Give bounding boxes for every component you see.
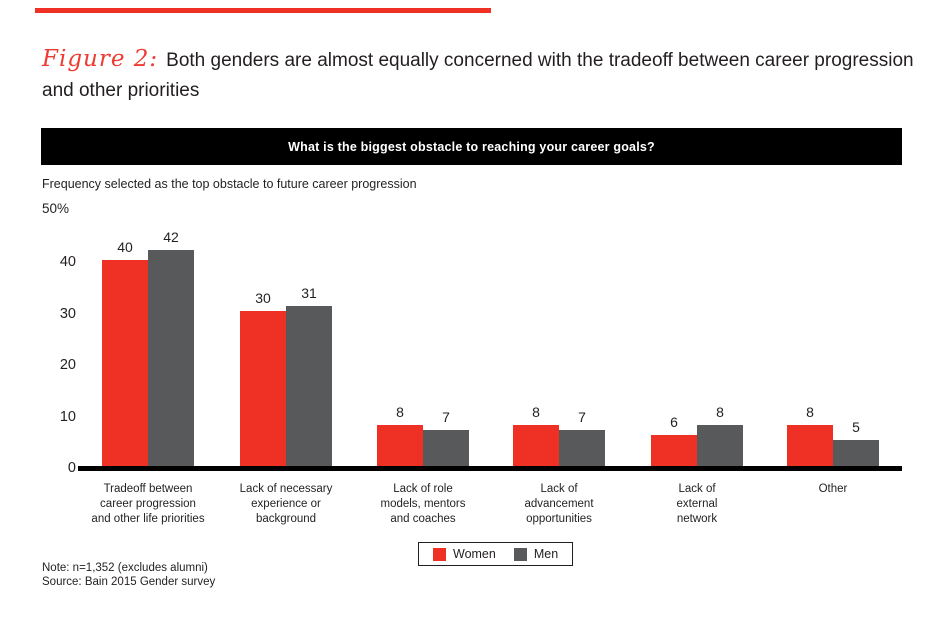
chart-subtitle: Frequency selected as the top obstacle t… <box>42 177 417 191</box>
category-label-line: Tradeoff between <box>103 483 193 495</box>
bar-value-label: 30 <box>255 290 271 306</box>
bar-men <box>559 430 605 466</box>
category-label-line: experience or <box>251 498 321 510</box>
bar-value-label: 42 <box>163 229 179 245</box>
y-tick-label: 10 <box>59 408 76 425</box>
bar-men <box>833 440 879 466</box>
bar-men <box>286 306 332 466</box>
category-label: Lack of external network <box>612 482 782 527</box>
category-label-line: Lack of <box>540 483 578 495</box>
bar-value-label: 8 <box>716 404 724 420</box>
category-label-line: Lack of necessary <box>239 483 333 495</box>
bar-women <box>513 425 559 466</box>
source-text: Source: Bain 2015 Gender survey <box>42 576 216 588</box>
category-label: Lack of role models, mentors and coaches <box>338 482 508 527</box>
bar-value-label: 6 <box>670 414 678 430</box>
bar-women <box>240 311 286 466</box>
category-label-line: and coaches <box>390 513 456 525</box>
bar-women <box>651 435 697 466</box>
legend-entry-women: Women <box>433 547 496 561</box>
men-color-swatch <box>513 547 527 561</box>
question-banner-text: What is the biggest obstacle to reaching… <box>288 139 655 154</box>
category-label-line: and other life priorities <box>91 513 205 525</box>
legend-entry-men: Men <box>513 547 559 561</box>
x-axis-baseline <box>78 466 902 471</box>
category-label-line: external <box>676 498 718 510</box>
bar-value-label: 7 <box>578 409 586 425</box>
category-label-line: career progression <box>100 498 196 510</box>
bar-women <box>102 260 148 466</box>
category-label-line: advancement <box>524 498 594 510</box>
bar-value-label: 5 <box>852 419 860 435</box>
bar-value-label: 8 <box>532 404 540 420</box>
note-text: Note: n=1,352 (excludes alumni) <box>42 562 208 574</box>
bar-value-label: 31 <box>301 285 317 301</box>
figure-number-label: Figure 2: <box>42 46 159 72</box>
legend-label-men: Men <box>533 547 559 561</box>
bar-women <box>377 425 423 466</box>
bar-value-label: 40 <box>117 239 133 255</box>
bar-women <box>787 425 833 466</box>
category-label-line: background <box>255 513 317 525</box>
y-axis-top-label: 50% <box>42 201 70 216</box>
bar-men <box>148 250 194 466</box>
y-tick-label: 30 <box>59 305 76 322</box>
chart-legend: Women Men <box>418 542 574 566</box>
category-label-line: Other <box>818 483 848 495</box>
category-label-line: network <box>676 513 718 525</box>
bar-value-label: 8 <box>396 404 404 420</box>
bar-value-label: 8 <box>806 404 814 420</box>
category-label: Lack of necessary experience or background <box>201 482 371 527</box>
category-label: Other <box>748 482 918 497</box>
category-label: Tradeoff between career progression and ot… <box>63 482 233 527</box>
question-banner: What is the biggest obstacle to reaching… <box>41 128 902 165</box>
category-label: Lack of advancement opportunities <box>474 482 644 527</box>
category-label-line: opportunities <box>526 513 592 525</box>
legend-label-women: Women <box>453 547 496 561</box>
figure-title: Figure 2: Both genders are almost equally… <box>42 44 922 106</box>
y-tick-label: 20 <box>59 357 76 373</box>
figure-title-line1: Both genders are almost equally concerne… <box>166 50 914 71</box>
top-accent-rule <box>35 8 491 13</box>
bar-value-label: 7 <box>442 409 450 425</box>
women-color-swatch <box>433 547 446 561</box>
figure-title-line2: and other priorities <box>42 80 200 101</box>
y-tick-label: 0 <box>67 460 76 476</box>
category-label-line: models, mentors <box>380 498 466 510</box>
y-tick-label: 40 <box>59 254 76 270</box>
bar-men <box>697 425 743 466</box>
category-label-line: Lack of role <box>393 483 453 495</box>
category-label-line: Lack of <box>678 483 716 495</box>
bar-men <box>423 430 469 466</box>
